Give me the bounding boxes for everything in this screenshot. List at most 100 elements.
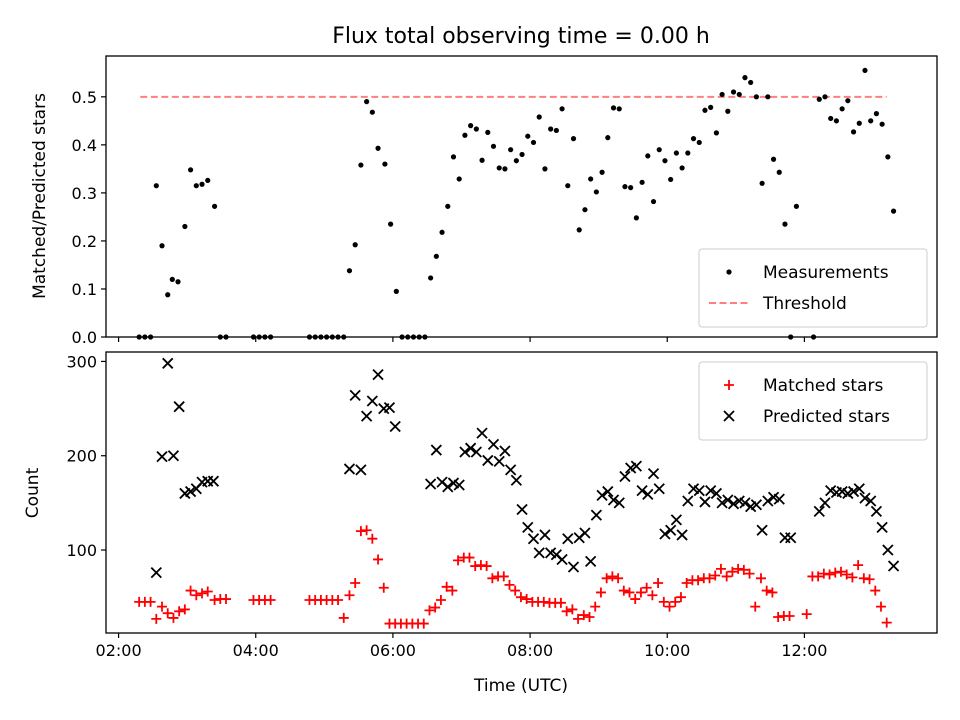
data-point	[505, 464, 517, 476]
data-point	[151, 613, 162, 624]
data-point	[719, 91, 725, 98]
x-tick-label: 02:00	[96, 641, 142, 660]
data-point	[464, 552, 475, 563]
data-point	[333, 594, 344, 605]
data-point	[624, 587, 635, 598]
legend-label: Predicted stars	[763, 407, 890, 427]
data-point	[358, 162, 364, 168]
data-point	[710, 570, 721, 581]
data-point	[641, 582, 652, 593]
data-point	[175, 279, 181, 285]
data-point	[773, 493, 785, 505]
data-point	[542, 166, 548, 172]
data-point	[383, 401, 396, 414]
data-point	[516, 503, 528, 516]
data-point	[665, 524, 677, 536]
data-point	[378, 582, 389, 593]
data-point	[865, 495, 877, 507]
data-point	[736, 91, 742, 98]
data-point	[525, 133, 531, 139]
data-point	[191, 590, 202, 601]
data-point	[562, 533, 574, 545]
data-point	[350, 578, 361, 589]
data-point	[456, 176, 462, 182]
data-point	[876, 521, 888, 534]
data-point	[818, 568, 829, 579]
data-point	[553, 127, 559, 134]
data-point	[579, 527, 591, 539]
data-point	[476, 427, 488, 439]
series-predicted-stars	[150, 357, 900, 579]
data-point	[676, 529, 688, 541]
data-point	[785, 532, 797, 544]
data-point	[853, 560, 864, 571]
data-point	[885, 154, 891, 160]
data-point	[519, 151, 525, 158]
data-point	[199, 181, 205, 187]
data-point	[538, 596, 549, 607]
data-point	[633, 215, 639, 221]
data-point	[776, 169, 782, 175]
data-point	[481, 561, 492, 572]
data-point	[145, 596, 156, 607]
data-point	[828, 115, 834, 122]
data-point	[576, 227, 582, 233]
data-point	[645, 153, 651, 159]
data-point	[853, 483, 865, 495]
data-point	[599, 169, 605, 175]
y-tick-label: 100	[66, 541, 97, 560]
data-point	[613, 497, 625, 509]
x-tick-label: 10:00	[644, 641, 690, 660]
data-point	[679, 165, 685, 171]
data-point	[265, 594, 276, 605]
data-point	[445, 203, 451, 209]
data-point	[653, 483, 665, 495]
data-point	[372, 368, 384, 381]
data-point	[887, 560, 900, 572]
data-point	[635, 587, 646, 598]
chart-title: Flux total observing time = 0.00 h	[332, 24, 710, 49]
data-point	[157, 601, 168, 612]
data-point	[738, 564, 749, 575]
y-tick-label: 0.5	[72, 88, 97, 107]
data-point	[533, 547, 545, 559]
data-point	[690, 136, 697, 142]
legend-marker	[723, 410, 735, 422]
bottom-panel: 100 200 300 02:00 04:00 06:00 08:00 10:00 12:00 M…	[66, 351, 938, 660]
x-tick-label: 04:00	[233, 641, 279, 660]
data-point	[742, 75, 748, 81]
bottom-y-axis-label: Count	[23, 467, 43, 518]
data-point	[573, 613, 584, 624]
data-point	[705, 484, 717, 497]
data-point	[670, 514, 683, 526]
data-point	[727, 566, 738, 577]
data-point	[473, 126, 479, 132]
data-point	[647, 590, 658, 601]
data-point	[459, 446, 471, 458]
data-point	[605, 135, 611, 141]
data-point	[773, 611, 784, 622]
data-point	[561, 606, 572, 617]
legend-box	[698, 248, 928, 328]
data-point	[156, 451, 168, 463]
data-point	[567, 604, 578, 615]
data-point	[207, 475, 220, 487]
x-tick-label: 12:00	[781, 641, 827, 660]
data-point	[504, 579, 515, 590]
data-point	[824, 569, 835, 580]
data-point	[366, 395, 378, 407]
x-axis-label: Time (UTC)	[473, 676, 568, 696]
data-point	[753, 94, 759, 100]
data-point	[418, 618, 429, 629]
legend: Measurements Threshold	[698, 248, 928, 328]
data-point	[585, 555, 597, 567]
data-point	[739, 497, 751, 509]
data-point	[767, 587, 778, 598]
data-point	[730, 89, 737, 95]
data-point	[493, 455, 505, 468]
data-point	[630, 460, 643, 472]
data-point	[159, 243, 165, 249]
data-point	[801, 609, 812, 620]
data-point	[548, 126, 554, 132]
data-point	[527, 533, 540, 545]
